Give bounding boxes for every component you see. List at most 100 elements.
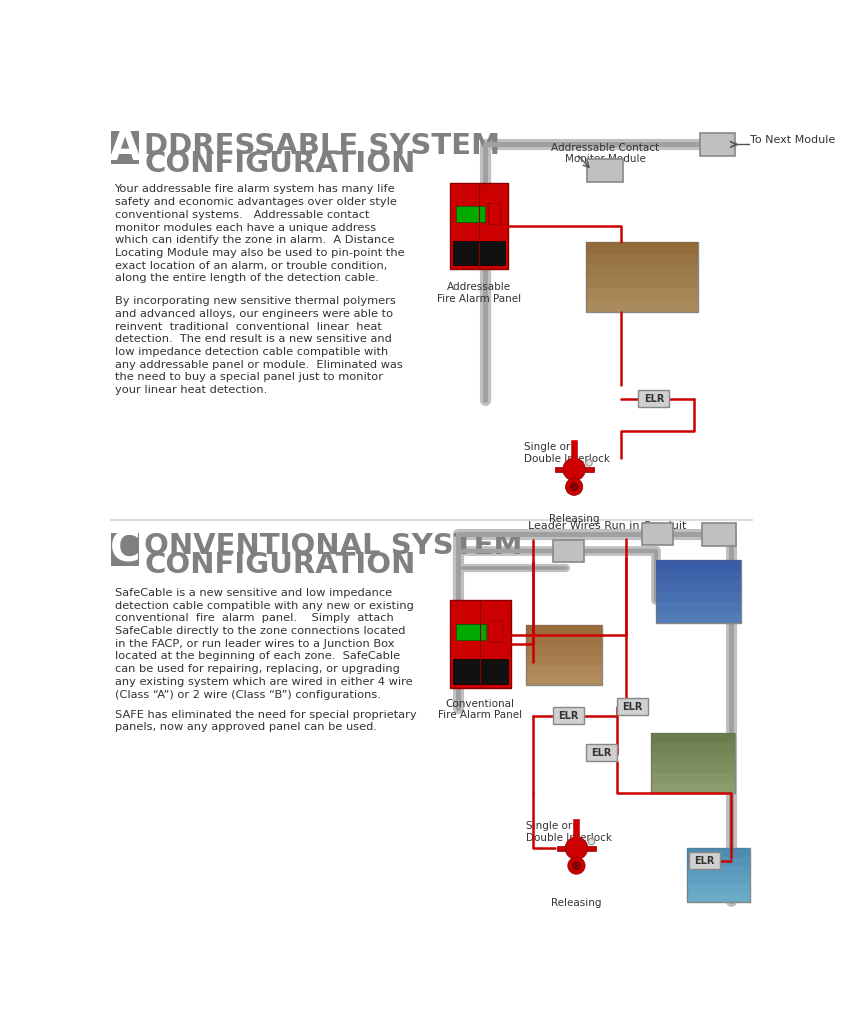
Text: monitor modules each have a unique address: monitor modules each have a unique addre… xyxy=(115,222,376,232)
Text: ELR: ELR xyxy=(591,748,611,758)
FancyBboxPatch shape xyxy=(111,131,139,165)
Text: CONFIGURATION: CONFIGURATION xyxy=(144,151,415,178)
FancyBboxPatch shape xyxy=(689,852,720,869)
FancyBboxPatch shape xyxy=(701,133,734,156)
Text: Addressable
Fire Alarm Panel: Addressable Fire Alarm Panel xyxy=(437,283,521,304)
Text: ONVENTIONAL SYSTEM: ONVENTIONAL SYSTEM xyxy=(144,532,523,560)
FancyBboxPatch shape xyxy=(616,698,647,715)
FancyBboxPatch shape xyxy=(656,612,741,624)
Text: ELR: ELR xyxy=(558,711,579,721)
FancyBboxPatch shape xyxy=(642,523,673,545)
FancyBboxPatch shape xyxy=(686,866,750,876)
FancyBboxPatch shape xyxy=(686,893,750,902)
FancyBboxPatch shape xyxy=(586,300,698,311)
FancyBboxPatch shape xyxy=(588,159,623,182)
FancyBboxPatch shape xyxy=(585,467,594,472)
Circle shape xyxy=(586,460,592,466)
Text: in the FACP, or run leader wires to a Junction Box: in the FACP, or run leader wires to a Ju… xyxy=(115,639,394,649)
Text: along the entire length of the detection cable.: along the entire length of the detection… xyxy=(115,273,378,284)
Text: Leader Wires Run in Conduit: Leader Wires Run in Conduit xyxy=(528,521,686,531)
Text: your linear heat detection.: your linear heat detection. xyxy=(115,385,267,395)
Circle shape xyxy=(566,478,583,496)
Text: Releasing: Releasing xyxy=(549,514,600,524)
Circle shape xyxy=(570,482,578,490)
Text: Single or
Double Interlock: Single or Double Interlock xyxy=(526,821,612,843)
FancyBboxPatch shape xyxy=(553,708,584,724)
FancyBboxPatch shape xyxy=(656,560,741,570)
FancyBboxPatch shape xyxy=(651,733,734,742)
FancyBboxPatch shape xyxy=(651,753,734,763)
FancyBboxPatch shape xyxy=(686,848,750,857)
FancyBboxPatch shape xyxy=(450,600,510,688)
FancyBboxPatch shape xyxy=(586,243,698,254)
FancyBboxPatch shape xyxy=(555,467,563,472)
Text: safety and economic advantages over older style: safety and economic advantages over olde… xyxy=(115,198,397,207)
FancyBboxPatch shape xyxy=(656,592,741,602)
Text: A: A xyxy=(109,127,141,169)
FancyBboxPatch shape xyxy=(111,532,139,566)
FancyBboxPatch shape xyxy=(586,276,698,289)
Text: reinvent  traditional  conventional  linear  heat: reinvent traditional conventional linear… xyxy=(115,322,381,332)
FancyBboxPatch shape xyxy=(686,848,750,902)
FancyBboxPatch shape xyxy=(586,243,698,311)
FancyBboxPatch shape xyxy=(526,675,602,685)
Text: can be used for repairing, replacing, or upgrading: can be used for repairing, replacing, or… xyxy=(115,665,399,674)
Text: and advanced alloys, our engineers were able to: and advanced alloys, our engineers were … xyxy=(115,309,392,318)
FancyBboxPatch shape xyxy=(586,289,698,300)
Text: SAFE has eliminated the need for special proprietary: SAFE has eliminated the need for special… xyxy=(115,710,416,720)
FancyBboxPatch shape xyxy=(453,241,505,265)
FancyBboxPatch shape xyxy=(656,560,741,624)
Text: panels, now any approved panel can be used.: panels, now any approved panel can be us… xyxy=(115,722,376,732)
FancyBboxPatch shape xyxy=(651,763,734,773)
FancyBboxPatch shape xyxy=(651,773,734,782)
FancyBboxPatch shape xyxy=(456,206,485,222)
Text: By incorporating new sensitive thermal polymers: By incorporating new sensitive thermal p… xyxy=(115,296,395,306)
Text: any addressable panel or module.  Eliminated was: any addressable panel or module. Elimina… xyxy=(115,359,402,370)
Text: ELR: ELR xyxy=(694,855,715,865)
FancyBboxPatch shape xyxy=(488,203,499,224)
Text: conventional  fire  alarm  panel.    Simply  attach: conventional fire alarm panel. Simply at… xyxy=(115,613,393,624)
Text: (Class “A”) or 2 wire (Class “B”) configurations.: (Class “A”) or 2 wire (Class “B”) config… xyxy=(115,689,381,699)
FancyBboxPatch shape xyxy=(651,742,734,753)
Text: Locating Module may also be used to pin-point the: Locating Module may also be used to pin-… xyxy=(115,248,404,258)
Text: which can identify the zone in alarm.  A Distance: which can identify the zone in alarm. A … xyxy=(115,236,394,246)
Circle shape xyxy=(573,861,581,869)
Text: conventional systems.   Addressable contact: conventional systems. Addressable contac… xyxy=(115,210,369,220)
Text: Releasing: Releasing xyxy=(552,897,602,907)
Text: SafeCable is a new sensitive and low impedance: SafeCable is a new sensitive and low imp… xyxy=(115,588,392,598)
Text: CONFIGURATION: CONFIGURATION xyxy=(144,551,415,579)
Text: the need to buy a special panel just to monitor: the need to buy a special panel just to … xyxy=(115,373,382,382)
FancyBboxPatch shape xyxy=(586,254,698,265)
Text: located at the beginning of each zone.  SafeCable: located at the beginning of each zone. S… xyxy=(115,651,400,662)
FancyBboxPatch shape xyxy=(651,733,734,793)
Text: Single or
Double Interlock: Single or Double Interlock xyxy=(524,442,610,464)
FancyBboxPatch shape xyxy=(651,782,734,793)
Text: To Next Module: To Next Module xyxy=(750,135,835,144)
Text: detection.  The end result is a new sensitive and: detection. The end result is a new sensi… xyxy=(115,334,392,344)
FancyBboxPatch shape xyxy=(588,846,596,851)
FancyBboxPatch shape xyxy=(656,602,741,612)
Text: low impedance detection cable compatible with: low impedance detection cable compatible… xyxy=(115,347,388,357)
FancyBboxPatch shape xyxy=(638,390,669,407)
FancyBboxPatch shape xyxy=(453,659,508,684)
FancyBboxPatch shape xyxy=(456,624,487,640)
FancyBboxPatch shape xyxy=(526,665,602,675)
Text: Conventional
Fire Alarm Panel: Conventional Fire Alarm Panel xyxy=(439,698,522,721)
Circle shape xyxy=(588,839,594,845)
FancyBboxPatch shape xyxy=(553,541,584,562)
FancyBboxPatch shape xyxy=(526,645,602,655)
FancyBboxPatch shape xyxy=(702,522,736,546)
Text: detection cable compatible with any new or existing: detection cable compatible with any new … xyxy=(115,601,413,610)
Text: SafeCable directly to the zone connections located: SafeCable directly to the zone connectio… xyxy=(115,626,405,636)
Text: Your addressable fire alarm system has many life: Your addressable fire alarm system has m… xyxy=(115,184,395,195)
FancyBboxPatch shape xyxy=(526,625,602,685)
Text: ELR: ELR xyxy=(622,701,642,712)
FancyBboxPatch shape xyxy=(450,183,509,269)
FancyBboxPatch shape xyxy=(586,265,698,276)
FancyBboxPatch shape xyxy=(586,744,616,761)
Text: C: C xyxy=(110,528,141,570)
Text: any existing system which are wired in either 4 wire: any existing system which are wired in e… xyxy=(115,677,413,687)
Circle shape xyxy=(562,458,585,480)
FancyBboxPatch shape xyxy=(686,884,750,893)
FancyBboxPatch shape xyxy=(686,876,750,884)
